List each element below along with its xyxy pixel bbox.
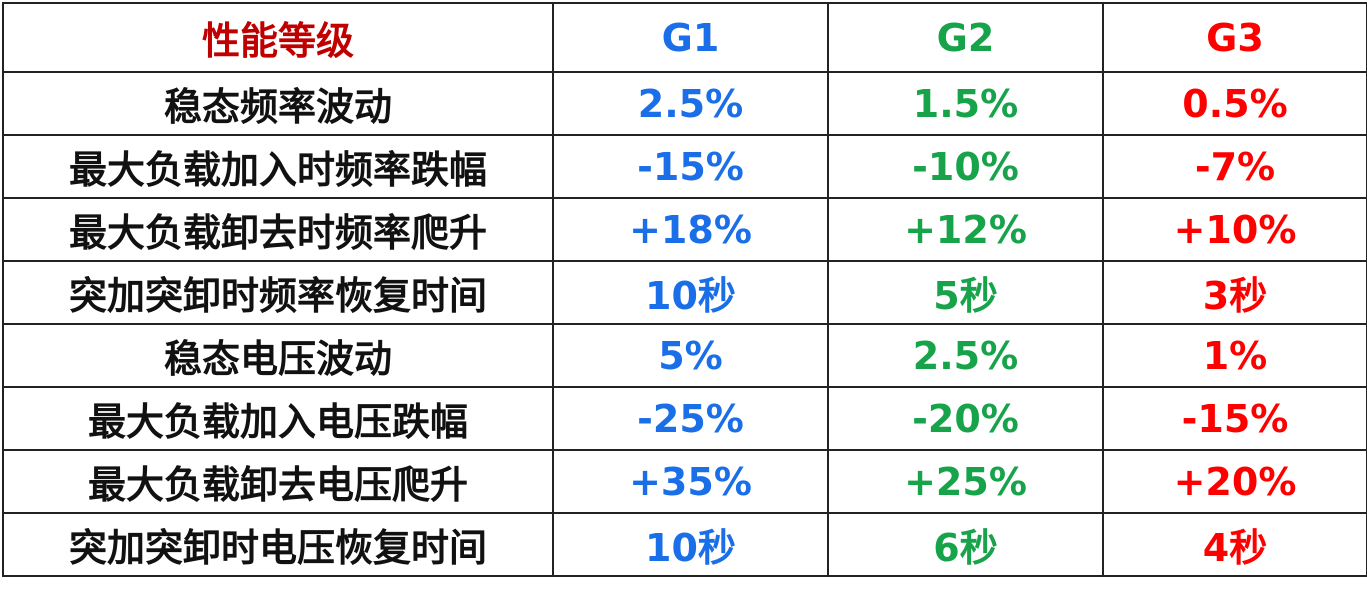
- header-row: 性能等级 G1 G2 G3: [2, 2, 1367, 73]
- value-cell: 6秒: [827, 512, 1104, 577]
- header-cell: 性能等级: [2, 2, 554, 73]
- value-cell: -15%: [552, 134, 829, 199]
- value-cell: +25%: [827, 449, 1104, 514]
- header-cell: G2: [827, 2, 1104, 73]
- value-cell: +12%: [827, 197, 1104, 262]
- table-row: 突加突卸时电压恢复时间 10秒 6秒 4秒: [2, 512, 1367, 577]
- table-row: 最大负载加入电压跌幅 -25% -20% -15%: [2, 386, 1367, 451]
- value-cell: +10%: [1102, 197, 1367, 262]
- table-row: 稳态电压波动 5% 2.5% 1%: [2, 323, 1367, 388]
- value-cell: 5%: [552, 323, 829, 388]
- value-cell: 2.5%: [827, 323, 1104, 388]
- table-row: 最大负载卸去时频率爬升 +18% +12% +10%: [2, 197, 1367, 262]
- value-cell: +35%: [552, 449, 829, 514]
- value-cell: +18%: [552, 197, 829, 262]
- row-label: 稳态频率波动: [2, 71, 554, 136]
- table-row: 最大负载卸去电压爬升 +35% +25% +20%: [2, 449, 1367, 514]
- value-cell: 10秒: [552, 260, 829, 325]
- row-label: 最大负载加入时频率跌幅: [2, 134, 554, 199]
- row-label: 突加突卸时频率恢复时间: [2, 260, 554, 325]
- value-cell: 2.5%: [552, 71, 829, 136]
- row-label: 稳态电压波动: [2, 323, 554, 388]
- value-cell: -25%: [552, 386, 829, 451]
- value-cell: 10秒: [552, 512, 829, 577]
- value-cell: -7%: [1102, 134, 1367, 199]
- value-cell: -10%: [827, 134, 1104, 199]
- header-cell: G1: [552, 2, 829, 73]
- row-label: 最大负载卸去电压爬升: [2, 449, 554, 514]
- value-cell: -15%: [1102, 386, 1367, 451]
- value-cell: 1.5%: [827, 71, 1104, 136]
- header-cell: G3: [1102, 2, 1367, 73]
- table-row: 最大负载加入时频率跌幅 -15% -10% -7%: [2, 134, 1367, 199]
- value-cell: 0.5%: [1102, 71, 1367, 136]
- value-cell: 3秒: [1102, 260, 1367, 325]
- value-cell: 4秒: [1102, 512, 1367, 577]
- performance-table: 性能等级 G1 G2 G3 稳态频率波动 2.5% 1.5% 0.5% 最大负载加入时频率跌幅 -…: [2, 2, 1367, 577]
- row-label: 突加突卸时电压恢复时间: [2, 512, 554, 577]
- table-row: 突加突卸时频率恢复时间 10秒 5秒 3秒: [2, 260, 1367, 325]
- value-cell: +20%: [1102, 449, 1367, 514]
- row-label: 最大负载加入电压跌幅: [2, 386, 554, 451]
- value-cell: 1%: [1102, 323, 1367, 388]
- row-label: 最大负载卸去时频率爬升: [2, 197, 554, 262]
- table-row: 稳态频率波动 2.5% 1.5% 0.5%: [2, 71, 1367, 136]
- value-cell: -20%: [827, 386, 1104, 451]
- value-cell: 5秒: [827, 260, 1104, 325]
